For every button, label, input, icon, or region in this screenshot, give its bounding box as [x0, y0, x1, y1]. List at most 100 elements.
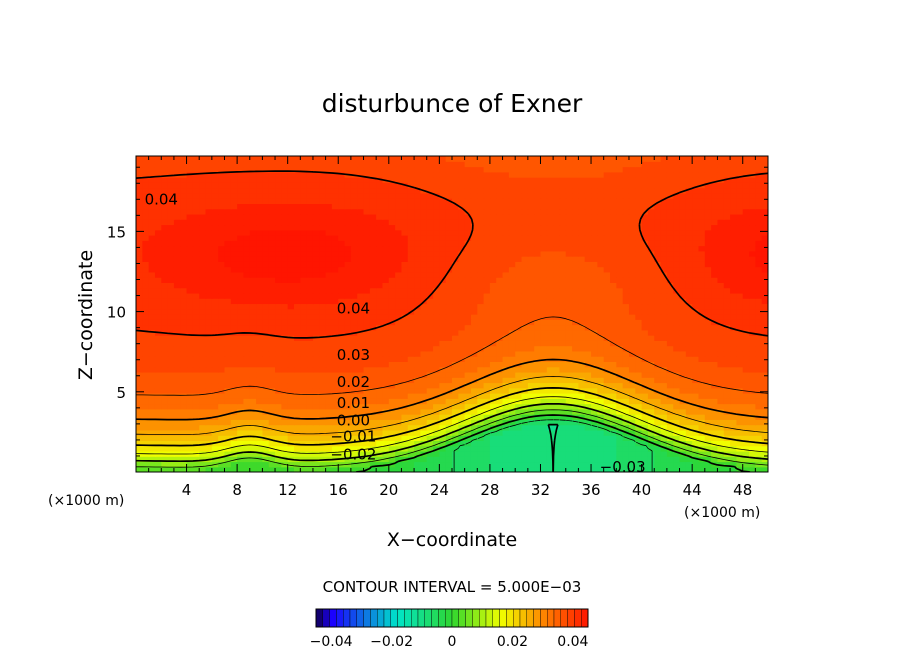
field-cell	[477, 314, 485, 320]
field-cell	[610, 329, 617, 336]
field-cell	[508, 371, 516, 378]
field-cell	[540, 213, 548, 220]
field-cell	[553, 245, 561, 252]
field-cell	[262, 361, 270, 368]
field-cell	[616, 424, 624, 431]
field-cell	[610, 319, 617, 326]
field-cell	[527, 229, 535, 236]
field-cell	[666, 303, 674, 310]
field-cell	[534, 308, 542, 315]
field-cell	[553, 324, 561, 331]
field-cell	[578, 224, 586, 231]
field-cell	[433, 245, 440, 252]
field-cell	[319, 382, 327, 389]
field-cell	[666, 377, 674, 384]
field-cell	[635, 398, 643, 405]
field-cell	[477, 224, 485, 231]
field-cell	[742, 361, 750, 368]
field-cell	[256, 414, 263, 420]
field-cell	[540, 235, 548, 241]
field-cell	[230, 224, 238, 231]
field-cell	[730, 229, 737, 236]
field-cell	[660, 450, 668, 457]
field-cell	[312, 461, 320, 468]
field-cell	[654, 356, 662, 362]
field-cell	[717, 261, 725, 268]
field-cell	[578, 350, 586, 357]
field-cell	[407, 319, 415, 326]
field-cell	[395, 245, 403, 252]
field-cell	[256, 261, 263, 268]
field-cell	[243, 266, 251, 273]
field-cell	[755, 350, 763, 357]
field-cell	[154, 419, 162, 426]
field-cell	[294, 387, 301, 394]
field-cell	[660, 329, 668, 336]
field-cell	[363, 429, 371, 436]
field-cell	[679, 224, 687, 231]
field-cell	[553, 393, 561, 399]
field-cell	[382, 261, 390, 268]
field-cell	[603, 245, 611, 252]
field-cell	[357, 329, 365, 336]
field-cell	[546, 213, 554, 220]
field-cell	[679, 303, 687, 310]
field-cell	[502, 461, 510, 468]
field-cell	[546, 345, 554, 352]
field-cell	[578, 314, 586, 320]
field-cell	[338, 429, 346, 436]
field-cell	[407, 261, 415, 268]
field-cell	[591, 298, 598, 305]
field-cell	[666, 308, 674, 315]
field-cell	[458, 271, 466, 278]
field-cell	[136, 271, 143, 278]
field-cell	[445, 250, 453, 257]
field-cell	[300, 403, 308, 410]
field-cell	[584, 266, 592, 273]
field-cell	[641, 361, 649, 368]
field-cell	[433, 292, 440, 299]
field-cell	[136, 303, 143, 310]
field-cell	[268, 356, 276, 362]
field-cell	[218, 403, 226, 410]
field-cell	[515, 356, 523, 362]
field-cell	[553, 361, 561, 368]
field-cell	[136, 361, 143, 368]
field-cell	[218, 277, 226, 283]
field-cell	[641, 371, 649, 378]
field-cell	[395, 382, 403, 389]
field-cell	[331, 340, 339, 347]
field-cell	[723, 377, 731, 384]
field-cell	[666, 324, 674, 331]
field-cell	[439, 314, 447, 320]
field-cell	[363, 245, 371, 252]
field-cell	[414, 324, 421, 331]
field-cell	[679, 256, 687, 262]
field-cell	[224, 377, 232, 384]
field-cell	[180, 456, 188, 463]
field-cell	[173, 266, 181, 273]
field-cell	[654, 235, 662, 241]
field-cell	[496, 377, 504, 384]
field-cell	[458, 224, 466, 231]
field-cell	[553, 445, 561, 452]
field-cell	[395, 308, 403, 315]
field-cell	[477, 414, 485, 420]
field-cell	[167, 314, 175, 320]
field-cell	[338, 314, 346, 320]
field-cell	[452, 387, 459, 394]
field-cell	[692, 335, 700, 341]
field-cell	[173, 361, 181, 368]
field-cell	[470, 398, 478, 405]
field-cell	[704, 361, 712, 368]
field-cell	[489, 208, 497, 215]
field-cell	[717, 461, 725, 468]
field-cell	[496, 398, 504, 405]
field-cell	[692, 361, 700, 368]
field-cell	[388, 335, 396, 341]
field-cell	[249, 213, 257, 220]
field-cell	[363, 261, 371, 268]
field-cell	[369, 366, 377, 373]
field-cell	[521, 287, 529, 294]
field-cell	[243, 219, 251, 226]
